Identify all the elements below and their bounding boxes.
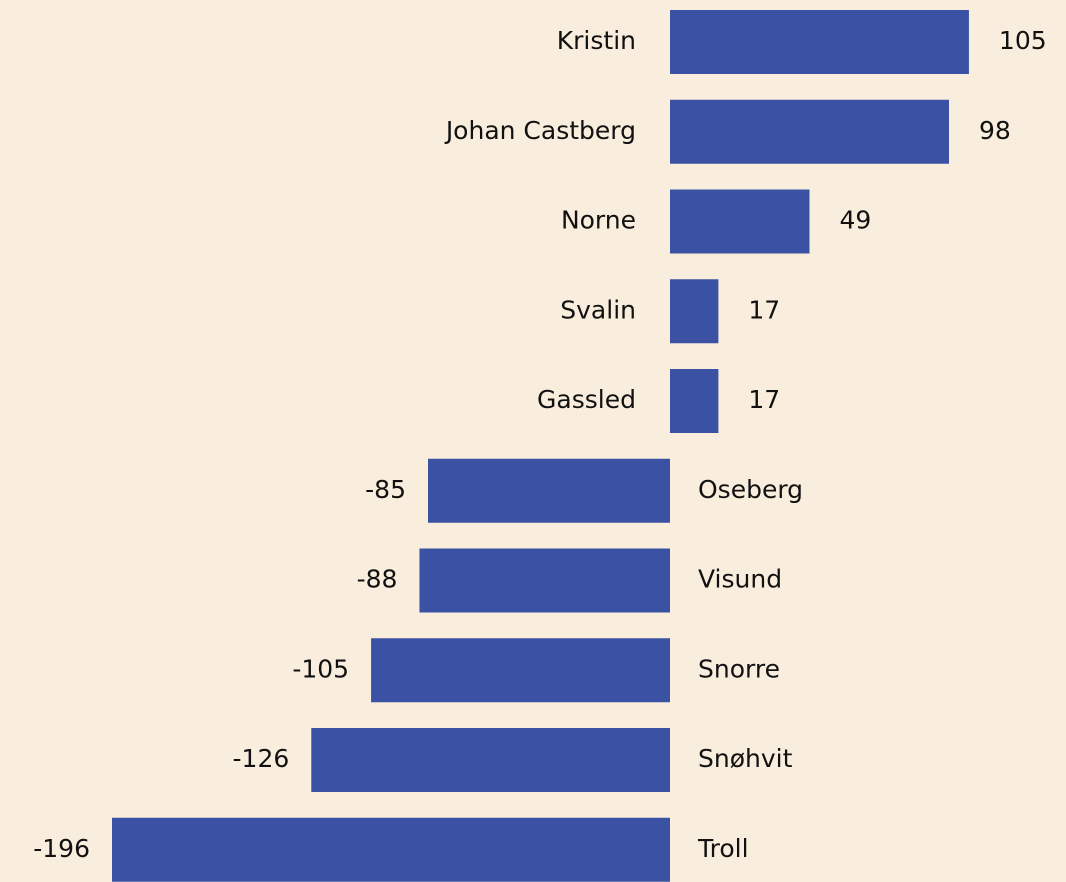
category-label: Johan Castberg: [444, 116, 636, 145]
value-label: -85: [365, 475, 406, 504]
value-label: -126: [233, 744, 290, 773]
value-label: 98: [979, 116, 1011, 145]
category-label: Troll: [697, 834, 749, 863]
category-label: Svalin: [560, 295, 636, 324]
value-label: 105: [999, 26, 1047, 55]
bar: [670, 99, 949, 164]
value-label: -88: [357, 565, 398, 594]
value-label: 17: [748, 295, 780, 324]
bar: [428, 458, 670, 523]
category-label: Snorre: [698, 654, 780, 683]
value-label: -196: [33, 834, 90, 863]
bar: [371, 638, 670, 703]
value-label: 17: [748, 385, 780, 414]
category-label: Gassled: [537, 385, 636, 414]
category-label: Snøhvit: [698, 744, 793, 773]
value-label: -105: [292, 654, 349, 683]
bar: [670, 279, 719, 344]
category-label: Kristin: [557, 26, 636, 55]
category-label: Norne: [561, 206, 636, 235]
bar: [112, 817, 670, 882]
bar: [670, 10, 969, 74]
bar: [670, 369, 719, 433]
bar: [311, 728, 670, 792]
bar: [670, 189, 810, 254]
category-label: Oseberg: [698, 475, 803, 504]
value-label: 49: [840, 206, 872, 235]
bar: [419, 548, 670, 613]
category-label: Visund: [698, 565, 782, 594]
